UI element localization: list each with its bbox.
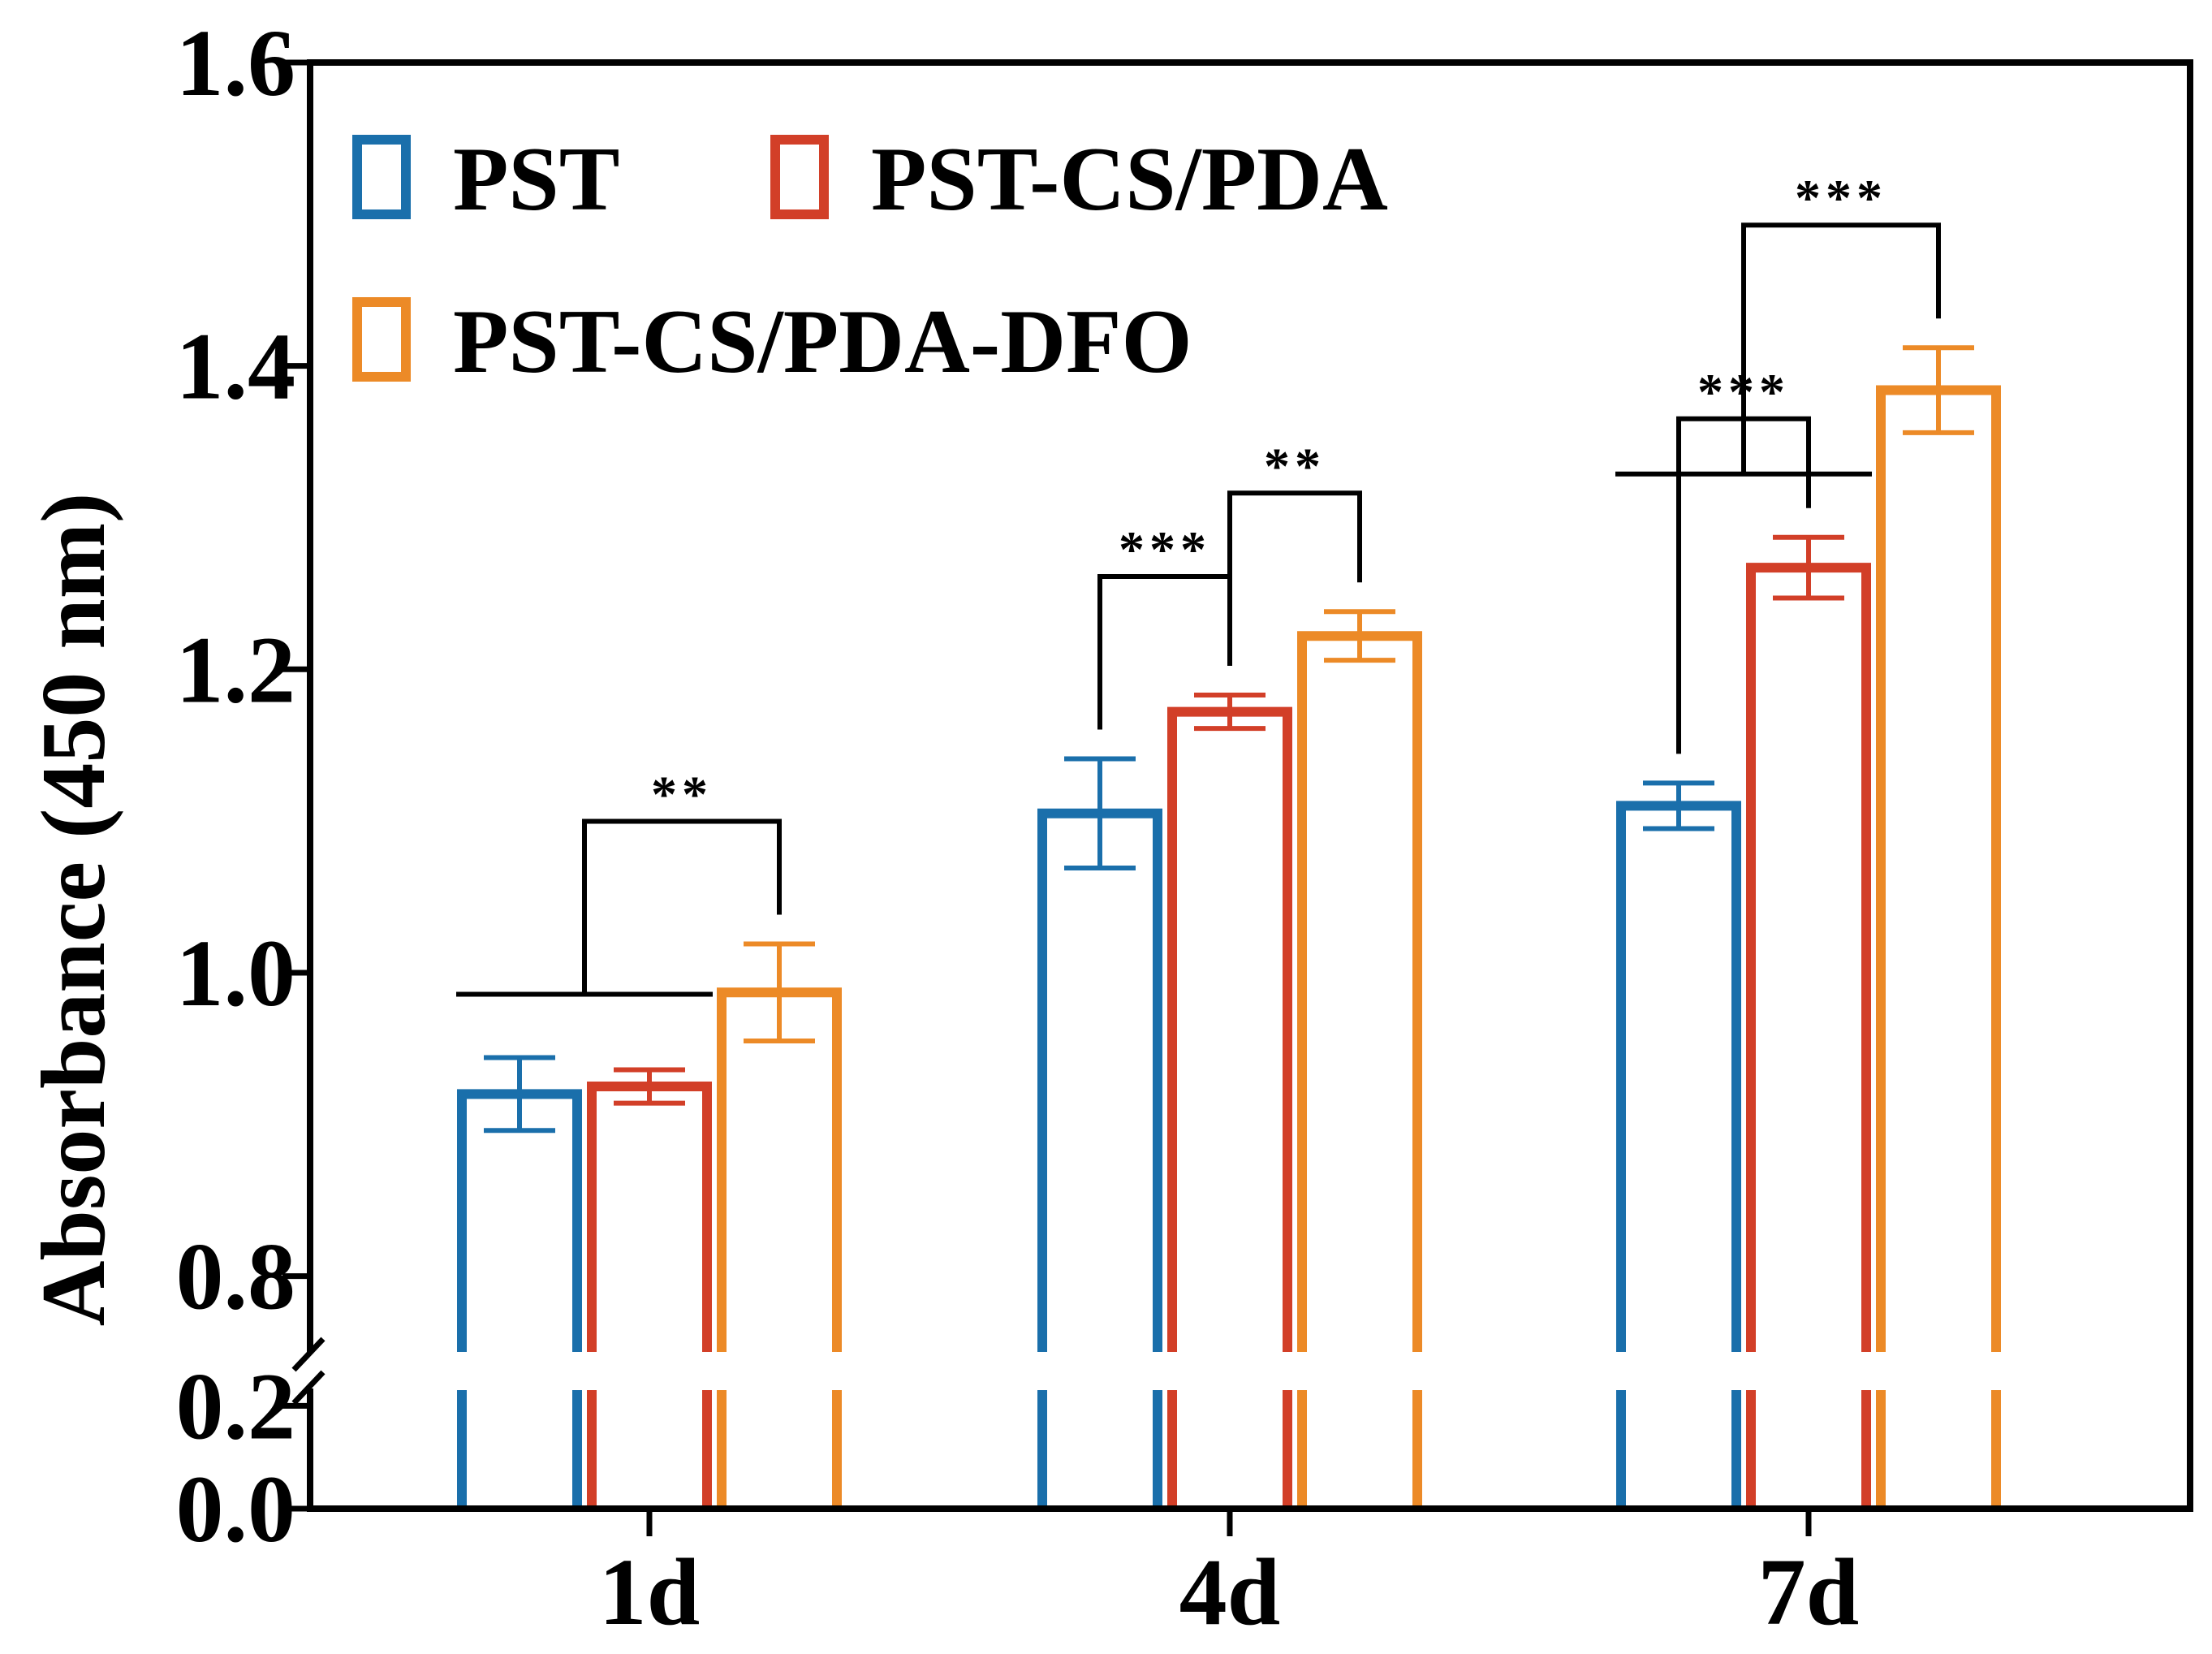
legend-label: PST-CS/PDA: [871, 129, 1388, 230]
legend-swatch: [352, 297, 411, 382]
plot-frame: [307, 59, 2193, 1512]
error-bar: [1194, 693, 1266, 732]
bar-outline-upper: [1616, 801, 1741, 1352]
bar-pst-cs-pda-dfo-1d: [717, 987, 842, 1509]
bar-outline-upper: [1746, 563, 1871, 1352]
bracket-line: [1227, 490, 1362, 667]
legend-swatch: [352, 135, 411, 219]
bar-pst-cs-pda-dfo-7d: [1876, 385, 2001, 1509]
significance-bracket: **: [1227, 437, 1362, 667]
significance-label: ***: [1119, 520, 1211, 578]
bracket-line: [1097, 574, 1232, 730]
error-bar: [1643, 780, 1714, 831]
axis-break-mark-lower: [291, 1370, 326, 1406]
x-tick-label: 7d: [1758, 1539, 1860, 1645]
significance-bracket: ***: [1615, 169, 1941, 477]
bar-pst-cs-pda-4d: [1167, 706, 1292, 1509]
y-tick-label: 1.0: [176, 920, 296, 1026]
y-tick-label: 1.6: [176, 10, 296, 116]
axis-break-mark-upper: [291, 1337, 326, 1372]
significance-label: **: [651, 765, 713, 823]
y-tick-label: 1.2: [176, 616, 296, 723]
bar-pst-cs-pda-1d: [587, 1082, 712, 1509]
significance-bracket: ***: [1097, 520, 1232, 730]
bar-outline-upper: [1037, 808, 1162, 1352]
bar-outline-upper: [1876, 385, 2001, 1352]
error-bar: [1064, 756, 1136, 871]
bar-outline-upper: [1167, 706, 1292, 1352]
significance-bracket: **: [456, 765, 782, 997]
legend-item: PST: [352, 129, 619, 230]
legend-swatch: [770, 135, 829, 219]
significance-label: ***: [1795, 169, 1887, 227]
error-bar: [614, 1067, 685, 1106]
bar-pst-1d: [457, 1089, 582, 1509]
error-bar: [1324, 609, 1395, 663]
x-tick-label: 1d: [599, 1539, 701, 1645]
y-tick-label: 0.2: [176, 1353, 296, 1459]
y-axis-title: Absorbance (450 nm): [24, 493, 124, 1327]
bar-pst-cs-pda-dfo-4d: [1297, 631, 1422, 1509]
y-tick-label: 0.0: [176, 1456, 296, 1562]
error-bar: [1773, 534, 1844, 601]
x-tick-label: 4d: [1179, 1539, 1281, 1645]
error-bar: [1903, 345, 1974, 435]
legend-item: PST-CS/PDA-DFO: [352, 292, 1192, 392]
legend-item: PST-CS/PDA: [770, 129, 1388, 230]
legend-label: PST: [453, 129, 619, 230]
error-bar: [744, 941, 815, 1044]
bar-outline-upper: [587, 1082, 712, 1352]
legend-label: PST-CS/PDA-DFO: [453, 292, 1192, 392]
significance-label: **: [1264, 437, 1326, 494]
bar-pst-7d: [1616, 801, 1741, 1509]
bar-outline-upper: [717, 987, 842, 1352]
error-bar: [484, 1055, 555, 1134]
y-tick-label: 1.4: [176, 313, 296, 420]
bracket-line: [1741, 222, 1941, 474]
bar-pst-cs-pda-7d: [1746, 563, 1871, 1509]
bar-pst-4d: [1037, 808, 1162, 1509]
y-tick-label: 0.8: [176, 1224, 296, 1330]
bar-outline-upper: [1297, 631, 1422, 1352]
bracket-line: [582, 818, 782, 995]
